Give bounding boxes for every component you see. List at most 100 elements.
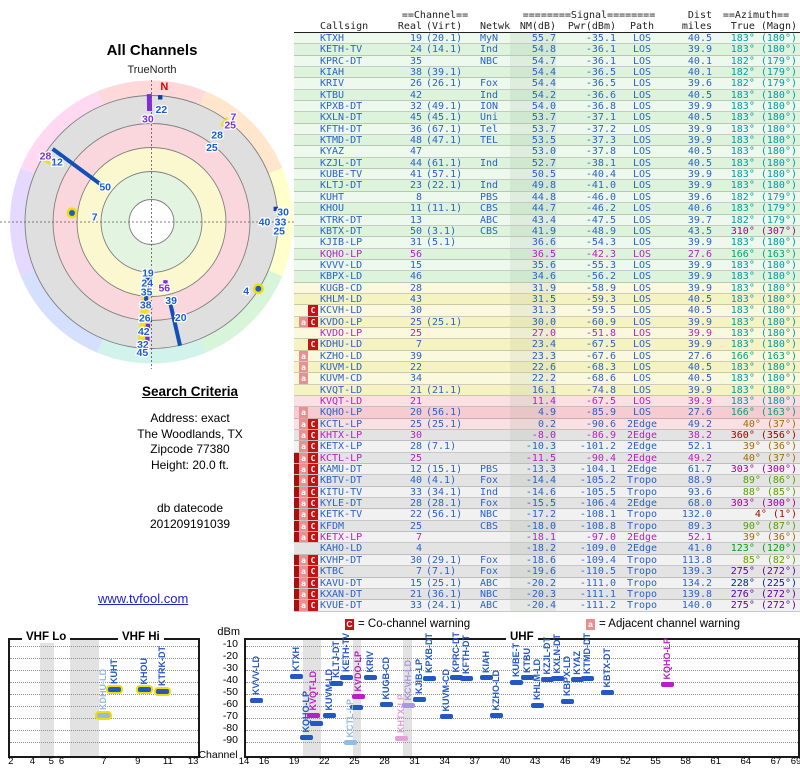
adjacent-warning [299, 385, 308, 395]
cell-callsign: KFTH-DT [320, 123, 363, 135]
dbm-gridline [10, 706, 198, 707]
cell-virt [422, 283, 474, 293]
cell-miles: 61.7 [687, 464, 712, 476]
cell-nm: -14.6 [510, 487, 556, 498]
radar-channel-label: 33 [275, 217, 287, 229]
cell-path: LOS [632, 361, 652, 373]
cell-netwk: Ind [480, 89, 499, 101]
adjacent-warning: a [299, 350, 308, 361]
cell-miles: 40.5 [687, 361, 712, 373]
cell-pwr: -86.9 [585, 430, 616, 442]
cell-virt [422, 215, 474, 225]
cell-miles: 52.1 [687, 441, 712, 453]
cell-netwk [474, 283, 510, 293]
adjacent-warning [299, 101, 308, 111]
cell-callsign: KUBE-TV [320, 169, 363, 181]
cell-virt: (5.1) [426, 237, 457, 249]
cell-miles: 39.9 [687, 327, 712, 339]
table-row: a C KYLE-DT 28 (28.1) Fox -15.5 -106.4 2Edge 68.0… [294, 498, 800, 510]
cell-netwk [474, 362, 510, 372]
cell-path: Tropo [626, 475, 658, 487]
station-label: KYAZ [571, 650, 582, 675]
adjacent-warning: a [299, 588, 308, 600]
cell-miles: 39.9 [687, 396, 712, 407]
cell-miles: 89.3 [687, 520, 712, 532]
cell-netwk: ION [480, 101, 499, 113]
cell-netwk: CBS [480, 225, 499, 237]
adjacent-warning [299, 44, 308, 54]
channel-axis-title: Channel [198, 749, 238, 761]
cell-path: Tropo [626, 577, 658, 589]
cell-callsign: KAMU-DT [320, 464, 363, 476]
table-row: KQHO-LP 56 36.5 -42.3 LOS 27.6 166° (163°) [294, 248, 800, 260]
radar-channel-label: 35 [141, 286, 153, 298]
cell-miles: 113.8 [681, 554, 712, 566]
adjacent-warning [299, 146, 308, 156]
cell-pwr: -74.8 [585, 384, 616, 396]
cell-callsign: KVDO-LP [320, 316, 363, 328]
dbm-gridline [10, 742, 198, 743]
tvfool-link[interactable]: www.tvfool.com [98, 591, 189, 606]
cell-nm: 54.4 [510, 67, 556, 78]
cell-virt: (56.1) [426, 407, 463, 419]
channel-tick-label: 25 [349, 756, 360, 767]
cell-callsign: KCVH-LD [320, 305, 363, 317]
cell-callsign: KXAN-DT [320, 588, 363, 600]
co-channel-warning: C [308, 520, 318, 532]
adjacent-warning: a [299, 316, 308, 327]
dbm-tick-label: -90 [222, 734, 238, 746]
adjacent-warning [299, 543, 308, 553]
cell-virt: (22.1) [426, 180, 463, 192]
co-channel-warning: C [308, 498, 318, 509]
cell-azimuth: 183° (180°) [730, 112, 797, 124]
co-channel-warning [308, 78, 318, 88]
cell-azimuth: 166° (163°) [730, 248, 797, 260]
spectrum-gap-band [402, 640, 412, 756]
cell-pwr: -101.2 [579, 441, 616, 453]
adjacent-warning [299, 124, 308, 134]
channel-tick-label: 49 [589, 756, 601, 767]
radar-channel-label: 38 [140, 299, 152, 311]
cell-virt: (21.1) [426, 384, 463, 396]
cell-nm: -18.2 [510, 543, 556, 554]
co-channel-warning [308, 112, 318, 122]
cell-nm: 53.7 [510, 112, 556, 123]
cell-miles: 40.5 [687, 373, 712, 385]
spectrum-gap-band [70, 640, 100, 756]
cell-nm: 53.5 [510, 135, 556, 146]
station-label: KUBE-TV [511, 637, 522, 678]
station-label: KBPX-LD [561, 656, 572, 697]
cell-real: 25 [409, 452, 422, 464]
channel-tick-label: 55 [650, 756, 661, 767]
cell-azimuth: 166° (163°) [730, 350, 797, 362]
cell-path: LOS [632, 33, 652, 44]
cell-netwk [474, 407, 510, 417]
station-tick [158, 95, 163, 100]
cell-netwk [474, 543, 510, 553]
cell-nm: -10.3 [510, 441, 556, 452]
adjacent-warning: a [299, 520, 308, 532]
cell-path: LOS [632, 305, 652, 317]
cell-callsign: KBTX-DT [320, 225, 363, 237]
station-bar [249, 697, 263, 703]
cell-callsign: KYAZ [320, 146, 345, 158]
cell-pwr: -56.2 [585, 271, 616, 283]
co-channel-warning [308, 237, 318, 247]
spectrum-gap-band [40, 640, 55, 756]
cell-nm: -17.2 [510, 509, 556, 520]
cell-netwk: Fox [480, 566, 499, 578]
cell-path: LOS [632, 316, 652, 328]
adjacent-warning: a [299, 464, 308, 475]
station-bar [349, 704, 363, 710]
co-channel-warning: C [308, 452, 318, 464]
co-channel-warning [308, 385, 318, 395]
radar-channel-label: 40 [259, 217, 271, 229]
cell-azimuth: 183° (180°) [730, 384, 797, 396]
cell-callsign: KFDM [320, 520, 345, 532]
vhf-lo-label: VHF Lo [22, 631, 71, 643]
cell-azimuth: 183° (180°) [730, 101, 797, 113]
table-row: KPXB-DT 32 (49.1) ION 54.0 -36.8 LOS 39.9 183° (… [294, 101, 800, 113]
adjacent-warning [299, 169, 308, 179]
cell-azimuth: 183° (180°) [730, 327, 797, 339]
cell-pwr: -36.1 [585, 44, 616, 56]
